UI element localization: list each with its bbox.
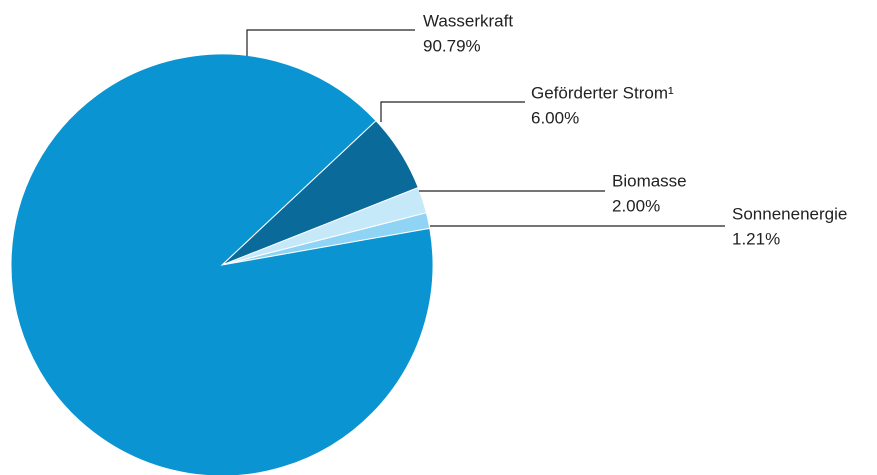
leader-line	[380, 101, 525, 122]
pie-slice	[10, 53, 434, 475]
value-label: 90.79%	[423, 36, 481, 55]
slice-label: Biomasse	[612, 171, 687, 190]
slice-label: Geförderter Strom¹	[531, 83, 674, 102]
slice-label: Wasserkraft	[423, 11, 513, 30]
value-label: 2.00%	[612, 196, 660, 215]
value-label: 6.00%	[531, 108, 579, 127]
value-label: 1.21%	[732, 229, 780, 248]
slice-label: Sonnenenergie	[732, 204, 847, 223]
leader-line	[246, 29, 415, 56]
